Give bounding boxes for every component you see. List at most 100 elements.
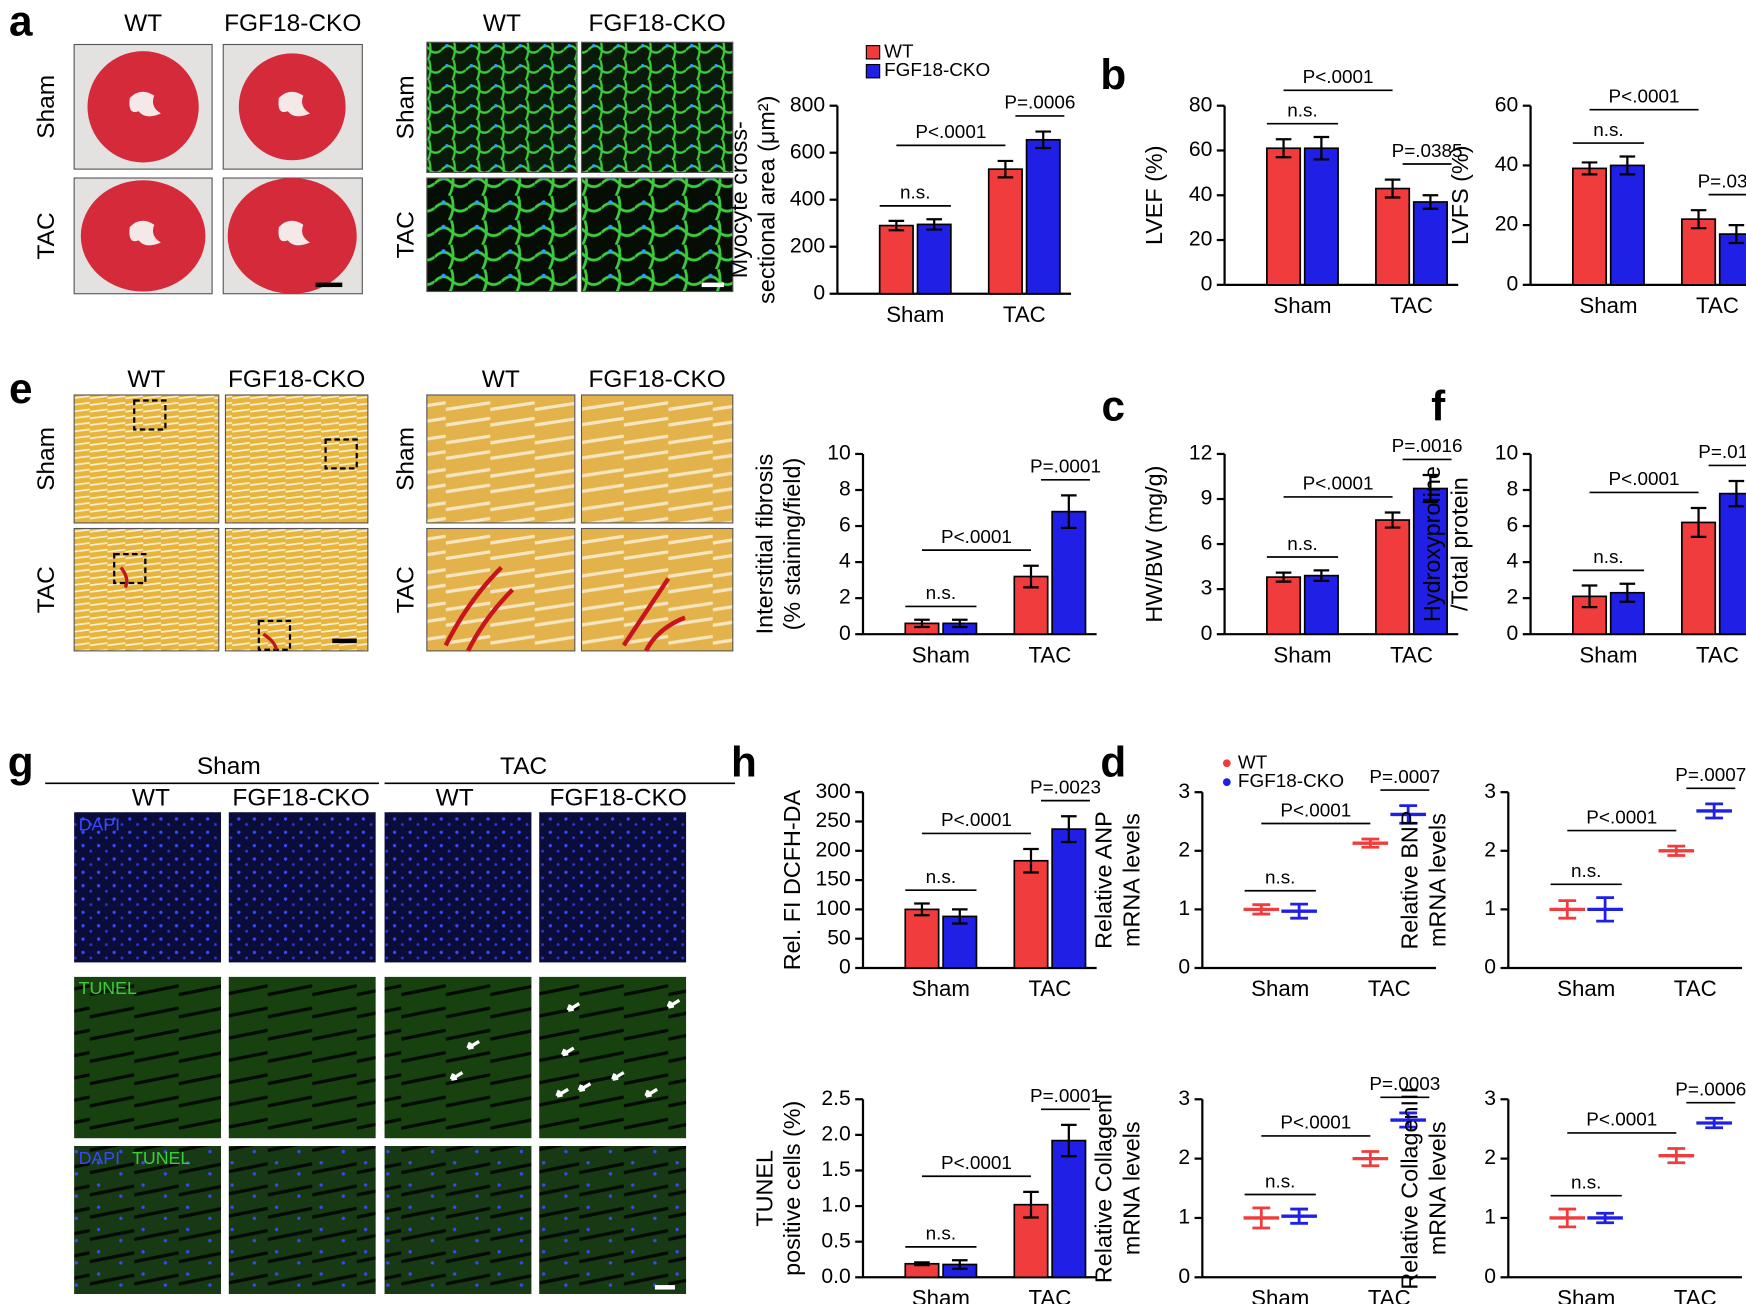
column-label: FGF18-CKO xyxy=(588,10,725,37)
micrograph xyxy=(384,1146,532,1294)
y-tick-label: 1 xyxy=(1484,1206,1496,1229)
micrograph xyxy=(224,394,369,524)
y-tick-label: 2 xyxy=(1178,838,1190,861)
bar xyxy=(1572,167,1608,286)
bar xyxy=(1718,492,1746,636)
arrow xyxy=(561,1046,575,1057)
column-label: WT xyxy=(483,10,521,37)
scale-bar xyxy=(332,638,357,644)
error-bar xyxy=(951,1259,968,1270)
error-bar xyxy=(951,908,968,925)
legend-label: WT xyxy=(1238,752,1268,773)
y-tick-label: 3 xyxy=(1484,1087,1496,1110)
annotation: P<.0001 xyxy=(1609,469,1680,490)
y-tick-label: 100 xyxy=(815,897,850,920)
y-tick-label: 1 xyxy=(1484,897,1496,920)
bar xyxy=(1303,147,1339,286)
error-bar xyxy=(1619,582,1636,603)
annotation: P<.0001 xyxy=(1586,1110,1657,1131)
micrograph xyxy=(580,41,734,174)
error-bar xyxy=(1061,494,1077,529)
y-axis-label: mRNA levels xyxy=(1119,813,1145,947)
y-tick-label: 4 xyxy=(1507,550,1519,573)
heart-lumen xyxy=(278,91,311,117)
error-bar xyxy=(1313,569,1330,582)
zoom-box xyxy=(257,619,292,651)
y-tick-label: 9 xyxy=(1201,487,1213,510)
channel-label: TUNEL xyxy=(132,1148,190,1168)
bar xyxy=(916,223,952,295)
arrow xyxy=(611,1071,625,1081)
column-label: FGF18-CKO xyxy=(588,366,725,393)
x-tick-label: Sham xyxy=(912,976,970,1001)
panel-letter: b xyxy=(1100,51,1126,98)
annotation: n.s. xyxy=(926,1224,956,1245)
error-bar xyxy=(1061,815,1077,844)
y-tick-label: 2 xyxy=(839,586,851,609)
error-bar xyxy=(1596,1211,1615,1225)
y-axis-label: Relative CollagenI xyxy=(1091,1093,1117,1283)
y-axis-label: Rel. FI DCFH-DA xyxy=(779,789,805,970)
y-axis-label: mRNA levels xyxy=(1119,1121,1145,1255)
arrow xyxy=(644,1087,659,1098)
x-tick-label: Sham xyxy=(1273,642,1331,667)
channel-label: DAPI xyxy=(79,814,121,834)
micrograph xyxy=(426,41,578,174)
y-axis-label: mRNA levels xyxy=(1424,813,1450,947)
y-tick-label: 0.0 xyxy=(821,1265,850,1288)
bar xyxy=(1025,138,1061,295)
zoom-box xyxy=(324,438,358,470)
row-label: TAC xyxy=(392,566,419,613)
annotation: P<.0001 xyxy=(1280,1113,1351,1134)
bar xyxy=(1718,233,1746,286)
arrow xyxy=(555,1087,569,1098)
error-bar xyxy=(1558,899,1577,920)
error-bar xyxy=(1384,511,1401,529)
y-tick-label: 60 xyxy=(1495,93,1519,116)
channel-label: DAPI xyxy=(79,1148,121,1168)
y-tick-label: 0 xyxy=(1178,956,1190,979)
panel-letter: d xyxy=(1100,739,1126,786)
x-tick-label: Sham xyxy=(1579,293,1637,318)
annotation: P=.0376 xyxy=(1698,171,1746,192)
error-bar xyxy=(1690,506,1707,538)
error-bar xyxy=(1728,224,1745,245)
annotation: P=.0007 xyxy=(1369,767,1440,788)
error-bar xyxy=(1023,1190,1039,1219)
bar xyxy=(1375,519,1411,636)
arrow xyxy=(577,1082,592,1093)
panel-letter: f xyxy=(1431,383,1446,430)
scale-bar xyxy=(315,282,343,288)
error-bar xyxy=(1275,138,1292,159)
micrograph xyxy=(580,527,734,652)
bar xyxy=(1266,576,1302,636)
x-tick-label: TAC xyxy=(1368,1285,1411,1304)
error-bar xyxy=(1361,837,1380,849)
y-tick-label: 3 xyxy=(1484,780,1496,803)
x-tick-label: Sham xyxy=(1251,976,1309,1001)
error-bar xyxy=(1290,1207,1309,1225)
scale-bar xyxy=(654,1285,675,1290)
y-tick-label: 0 xyxy=(839,622,851,645)
zoom-box xyxy=(133,399,167,431)
annotation: P<.0001 xyxy=(941,1153,1012,1174)
annotation: n.s. xyxy=(1265,1171,1295,1192)
y-tick-label: 1 xyxy=(1178,897,1190,920)
y-tick-label: 1 xyxy=(1178,1206,1190,1229)
y-axis-label: Relative CollagenIII xyxy=(1397,1087,1423,1290)
row-label: Sham xyxy=(392,427,419,491)
legend-label: FGF18-CKO xyxy=(884,60,990,81)
micrograph xyxy=(580,394,734,524)
x-tick-label: TAC xyxy=(1028,976,1071,1001)
x-tick-label: TAC xyxy=(1368,976,1411,1001)
error-bar xyxy=(1061,1123,1077,1158)
bar xyxy=(1375,187,1411,286)
error-bar xyxy=(1384,178,1401,199)
arrow xyxy=(466,1039,480,1050)
y-axis-label: mRNA levels xyxy=(1424,1121,1450,1255)
micrograph xyxy=(539,812,687,963)
column-label: WT xyxy=(482,366,520,393)
y-tick-label: 200 xyxy=(790,234,825,257)
